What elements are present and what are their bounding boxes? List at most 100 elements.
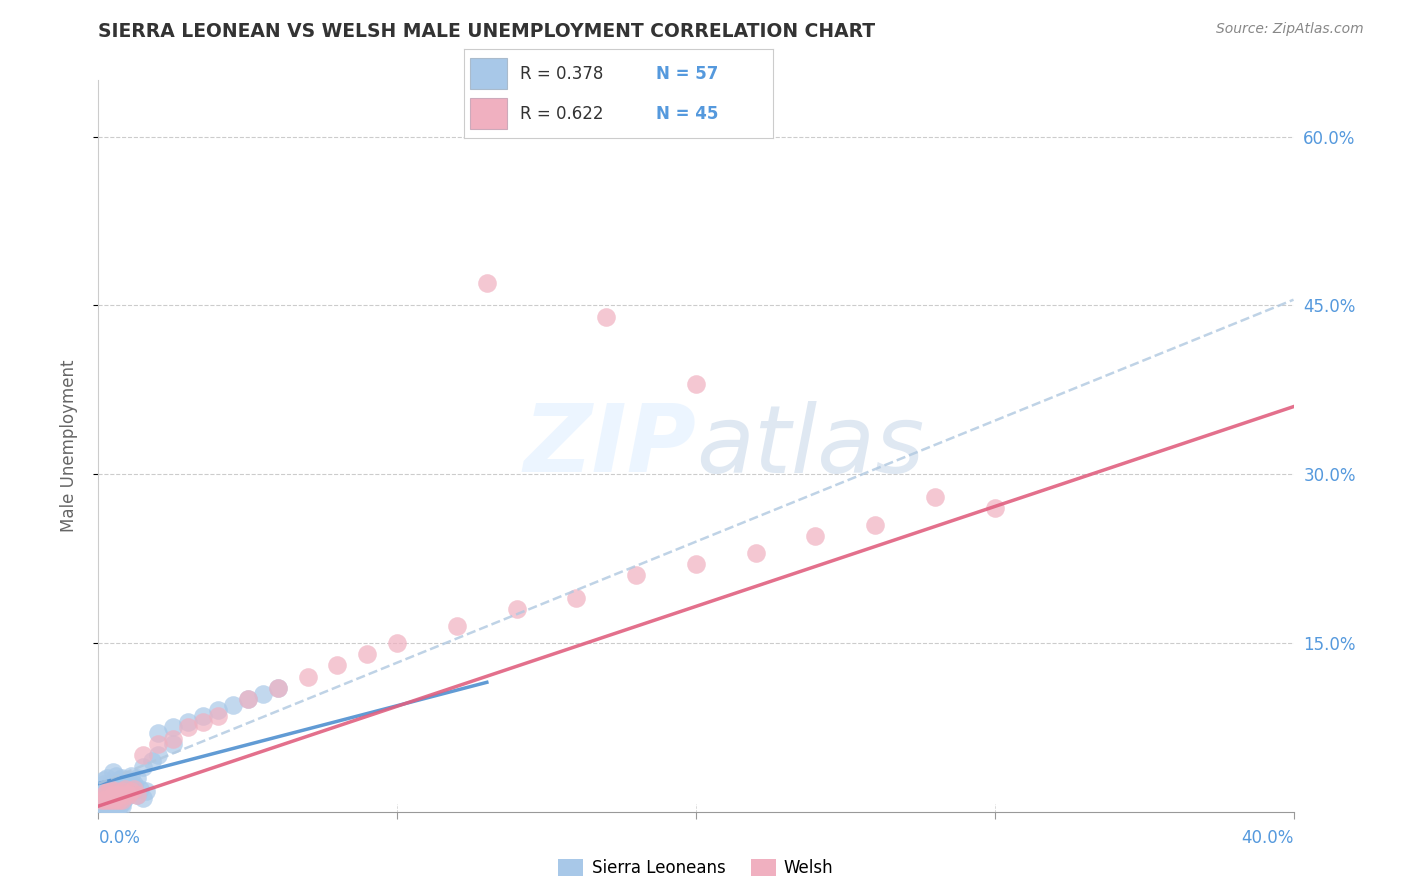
Point: [100, 776, 122, 790]
Point: [127, 788, 149, 802]
Point: [105, 769, 128, 783]
Point: [111, 799, 134, 814]
Point: [120, 784, 142, 798]
Point: [236, 692, 259, 706]
Point: [108, 788, 131, 802]
Point: [103, 782, 125, 797]
Point: [108, 793, 131, 807]
Point: [132, 791, 155, 805]
Point: [105, 788, 128, 802]
Point: [93, 773, 115, 788]
Point: [100, 782, 122, 797]
Text: Source: ZipAtlas.com: Source: ZipAtlas.com: [1216, 22, 1364, 37]
Point: [124, 782, 146, 797]
Point: [108, 784, 131, 798]
Point: [93, 799, 115, 814]
Point: [117, 773, 139, 788]
Point: [96, 784, 118, 798]
Point: [127, 788, 149, 802]
Point: [114, 791, 136, 805]
Point: [90, 799, 112, 814]
Point: [93, 788, 115, 802]
Point: [191, 714, 214, 729]
Point: [100, 799, 122, 814]
Point: [385, 636, 409, 650]
Point: [177, 714, 200, 729]
Y-axis label: Male Unemployment: Male Unemployment: [59, 359, 77, 533]
Point: [475, 276, 498, 290]
Point: [984, 500, 1007, 515]
Point: [96, 799, 118, 814]
Point: [111, 771, 134, 785]
Point: [117, 788, 139, 802]
Point: [924, 490, 946, 504]
Point: [105, 799, 128, 814]
Text: R = 0.378: R = 0.378: [520, 64, 603, 83]
Point: [90, 793, 112, 807]
Legend: Sierra Leoneans, Welsh: Sierra Leoneans, Welsh: [551, 853, 841, 884]
Point: [207, 703, 229, 717]
Point: [236, 692, 259, 706]
Point: [132, 748, 155, 763]
Point: [96, 793, 118, 807]
Point: [103, 796, 125, 810]
Point: [100, 793, 122, 807]
Point: [90, 793, 112, 807]
Point: [114, 776, 136, 790]
Point: [105, 784, 128, 798]
Text: ZIP: ZIP: [523, 400, 696, 492]
Text: N = 45: N = 45: [655, 104, 718, 123]
Point: [124, 780, 146, 794]
Point: [685, 557, 707, 571]
Point: [267, 681, 290, 695]
Point: [162, 720, 184, 734]
Point: [148, 737, 170, 751]
Point: [117, 788, 139, 802]
Point: [100, 793, 122, 807]
Point: [506, 602, 529, 616]
Bar: [470, 58, 508, 89]
Text: atlas: atlas: [696, 401, 924, 491]
Point: [177, 720, 200, 734]
Point: [446, 619, 468, 633]
Point: [93, 776, 115, 790]
Point: [103, 765, 125, 780]
Point: [96, 791, 118, 805]
Point: [595, 310, 617, 324]
Text: SIERRA LEONEAN VS WELSH MALE UNEMPLOYMENT CORRELATION CHART: SIERRA LEONEAN VS WELSH MALE UNEMPLOYMEN…: [98, 22, 876, 41]
Point: [685, 377, 707, 392]
Point: [162, 731, 184, 746]
Point: [120, 769, 142, 783]
Point: [120, 784, 142, 798]
Point: [141, 754, 163, 768]
Point: [148, 748, 170, 763]
Point: [105, 791, 128, 805]
Point: [865, 517, 887, 532]
Point: [804, 529, 827, 543]
Point: [108, 793, 131, 807]
Point: [191, 709, 214, 723]
Point: [93, 793, 115, 807]
Point: [565, 591, 588, 605]
Point: [252, 687, 274, 701]
Point: [111, 784, 134, 798]
Point: [111, 796, 134, 810]
Point: [135, 784, 157, 798]
Bar: [470, 98, 508, 129]
Point: [745, 546, 768, 560]
Point: [103, 793, 125, 807]
Point: [103, 799, 125, 814]
Point: [127, 771, 149, 785]
Point: [148, 726, 170, 740]
Text: N = 57: N = 57: [655, 64, 718, 83]
Point: [132, 760, 155, 774]
Point: [162, 737, 184, 751]
Point: [267, 681, 290, 695]
Point: [124, 776, 146, 790]
Point: [103, 788, 125, 802]
Point: [129, 782, 152, 797]
Point: [105, 793, 128, 807]
Point: [111, 782, 134, 797]
Point: [108, 799, 131, 814]
Point: [326, 658, 349, 673]
